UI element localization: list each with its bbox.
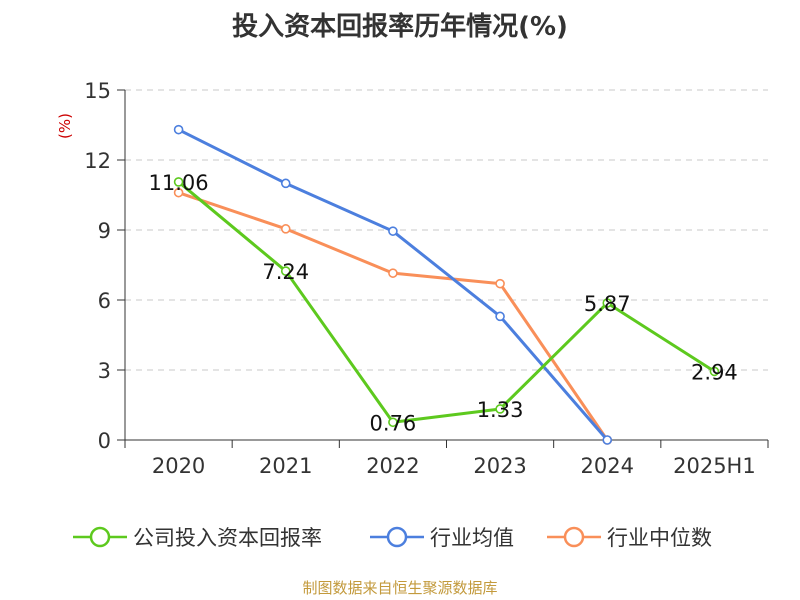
data-point-industry-avg [280, 178, 291, 189]
legend-marker-industry-avg [370, 526, 424, 548]
data-point-company [280, 266, 291, 276]
x-tick-label: 2022 [366, 454, 419, 478]
legend-label-company: 公司投入资本回报率 [133, 526, 322, 550]
legend-item-industry-avg[interactable]: 行业均值 [370, 522, 514, 552]
y-tick-label: 12 [84, 149, 111, 173]
y-tick-label: 3 [98, 359, 111, 383]
data-point-company [173, 177, 184, 187]
y-tick-label: 15 [84, 79, 111, 103]
legend-marker-industry-median [547, 526, 601, 548]
data-point-industry-avg [173, 124, 184, 135]
source-note: 制图数据来自恒生聚源数据库 [302, 579, 498, 597]
y-tick-label: 0 [98, 429, 111, 453]
y-tick-label: 6 [98, 289, 111, 313]
data-label: 7.24 [262, 260, 309, 284]
data-point-company [602, 298, 613, 308]
data-label: 0.76 [370, 411, 417, 435]
series-line-industry-avg [177, 128, 609, 441]
x-tick-label: 2020 [152, 454, 205, 478]
data-label: 1.33 [477, 398, 524, 422]
legend-item-company[interactable]: 公司投入资本回报率 [73, 522, 322, 552]
y-tick-label: 9 [98, 219, 111, 243]
legend-item-industry-median[interactable]: 行业中位数 [547, 522, 712, 552]
data-label: 5.87 [584, 292, 631, 316]
data-point-industry-median [173, 187, 184, 198]
data-label: 2.94 [691, 360, 738, 384]
x-tick-label: 2021 [259, 454, 312, 478]
data-point-industry-median [495, 278, 505, 289]
x-tick-label: 2025H1 [673, 454, 756, 478]
data-point-industry-median [280, 224, 291, 234]
data-label: 11.06 [149, 171, 209, 195]
data-point-company [709, 366, 720, 377]
legend-label-industry-avg: 行业均值 [430, 526, 514, 550]
data-point-industry-avg [388, 226, 398, 236]
x-tick-label: 2023 [473, 454, 526, 478]
data-point-industry-avg [495, 311, 505, 322]
y-axis-label: (%) [56, 113, 74, 139]
data-point-company [388, 417, 398, 428]
data-point-industry-median [388, 268, 398, 278]
data-point-company [495, 404, 505, 414]
legend: 公司投入资本回报率 行业均值 行业中位数 [0, 522, 800, 552]
x-tick-label: 2024 [581, 454, 634, 478]
legend-marker-company [73, 526, 127, 548]
legend-label-industry-median: 行业中位数 [607, 526, 712, 550]
series-line-company [177, 180, 716, 424]
chart-title: 投入资本回报率历年情况(%) [232, 12, 568, 42]
data-point-industry-avg [602, 435, 613, 445]
